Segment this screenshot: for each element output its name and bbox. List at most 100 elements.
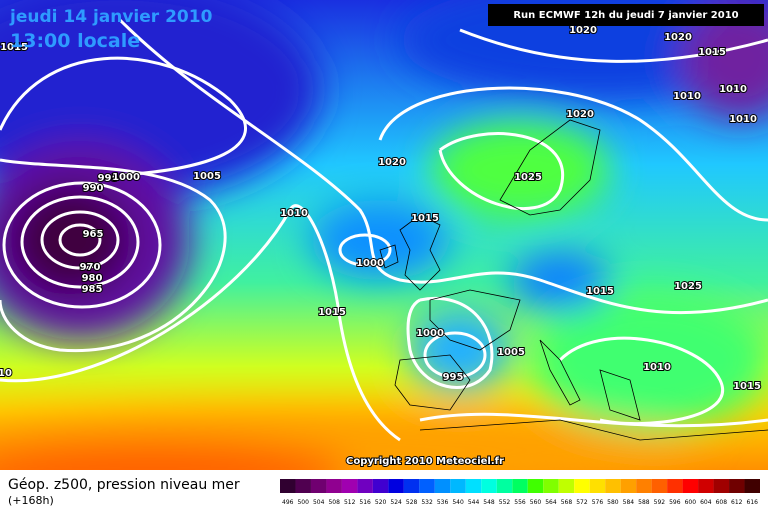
scale-swatch [729, 479, 745, 493]
scale-label: 532 [421, 499, 433, 506]
scale-swatch [434, 479, 451, 493]
isobar-label: 1015 [411, 213, 439, 224]
footer-title: Géop. z500, pression niveau mer [8, 477, 240, 493]
copyright: Copyright 2010 Meteociel.fr [346, 456, 504, 467]
isobar-label: 1020 [569, 25, 597, 36]
scale-label: 524 [390, 499, 402, 506]
scale-label: 608 [716, 499, 728, 506]
scale-label: 604 [700, 499, 712, 506]
scale-label: 536 [437, 499, 449, 506]
scale-label: 544 [468, 499, 480, 506]
scale-swatch [682, 479, 699, 493]
isobar-label: 1000 [356, 258, 384, 269]
scale-label: 516 [359, 499, 371, 506]
isobar-label: 1010 [729, 114, 757, 125]
scale-swatch [589, 479, 606, 493]
scale-swatch [667, 479, 683, 493]
isobar-label: 10 [0, 368, 12, 379]
scale-swatch [698, 479, 714, 493]
isobar-label: 1005 [193, 171, 221, 182]
run-info: Run ECMWF 12h du jeudi 7 janvier 2010 [513, 10, 738, 21]
isobar-label: 965 [83, 229, 104, 240]
scale-label: 580 [607, 499, 619, 506]
scale-swatch [310, 479, 327, 493]
isobar-label: 990 [83, 183, 104, 194]
scale-swatch [496, 479, 513, 493]
scale-swatch [620, 479, 637, 493]
isobar-label: 1005 [497, 347, 525, 358]
time-title: 13:00 locale [10, 30, 140, 52]
scale-swatch [481, 479, 497, 493]
isobar-label: 1020 [566, 109, 594, 120]
scale-swatch [403, 479, 420, 493]
isobar-label: 980 [82, 273, 103, 284]
scale-label: 504 [313, 499, 325, 506]
scale-label: 560 [530, 499, 542, 506]
isobar-label: 1010 [673, 91, 701, 102]
scale-swatch [280, 479, 296, 493]
scale-swatch [651, 479, 668, 493]
scale-swatch [744, 479, 760, 493]
isobar-label: 1015 [318, 307, 346, 318]
map-field [0, 0, 768, 470]
scale-label: 528 [406, 499, 418, 506]
isobar-label: 1010 [643, 362, 671, 373]
scale-swatch [326, 479, 342, 493]
isobar-label: 1025 [514, 172, 542, 183]
isobar-labels: 1020 1020 1015 1010 1010 1010 1020 1020 1025 1015… [0, 24, 762, 393]
date-title: jeudi 14 janvier 2010 [9, 7, 213, 27]
scale-swatch [574, 479, 590, 493]
scale-label: 596 [669, 499, 681, 506]
scale-label: 584 [623, 499, 635, 506]
scale-swatch [605, 479, 621, 493]
scale-label: 540 [452, 499, 464, 506]
scale-swatch [465, 479, 482, 493]
scale-swatch [388, 479, 404, 493]
scale-label: 592 [654, 499, 666, 506]
scale-swatch [450, 479, 466, 493]
scale-label: 500 [297, 499, 309, 506]
isobar-label: 1015 [0, 42, 28, 53]
scale-label: 600 [685, 499, 697, 506]
coastlines [379, 119, 768, 441]
isobar-label: 1015 [698, 47, 726, 58]
scale-swatch [512, 479, 528, 493]
scale-label: 576 [592, 499, 604, 506]
isobar-label: 1025 [674, 281, 702, 292]
scale-label: 556 [514, 499, 526, 506]
scale-swatch [636, 479, 652, 493]
scale-swatch [372, 479, 389, 493]
isobars [0, 18, 768, 442]
footer-lead: (+168h) [8, 494, 54, 507]
color-scale: 496 500 504 508 512 516 520 524 528 532 536 540 544 5… [280, 479, 760, 506]
scale-label: 564 [545, 499, 557, 506]
scale-label: 552 [499, 499, 511, 506]
scale-label: 572 [576, 499, 588, 506]
isobar-label: 985 [82, 284, 103, 295]
scale-label: 612 [731, 499, 743, 506]
scale-label: 588 [638, 499, 650, 506]
scale-swatch [357, 479, 373, 493]
isobar-label: 970 [80, 262, 101, 273]
scale-swatch [543, 479, 559, 493]
scale-label: 508 [328, 499, 340, 506]
scale-swatch [341, 479, 358, 493]
scale-swatch [527, 479, 544, 493]
isobar-label: 995 [98, 173, 119, 184]
isobar-label: 1000 [112, 172, 140, 183]
isobar-label: 1000 [416, 328, 444, 339]
scale-swatch [419, 479, 435, 493]
isobar-label: 1015 [586, 286, 614, 297]
scale-swatch [295, 479, 311, 493]
scale-label: 568 [561, 499, 573, 506]
isobar-label: 1010 [719, 84, 747, 95]
scale-swatch [713, 479, 730, 493]
scale-label: 512 [344, 499, 356, 506]
scale-label: 520 [375, 499, 387, 506]
scale-label: 616 [747, 499, 759, 506]
isobar-label: 1020 [378, 157, 406, 168]
scale-label: 548 [483, 499, 495, 506]
scale-swatch [558, 479, 575, 493]
